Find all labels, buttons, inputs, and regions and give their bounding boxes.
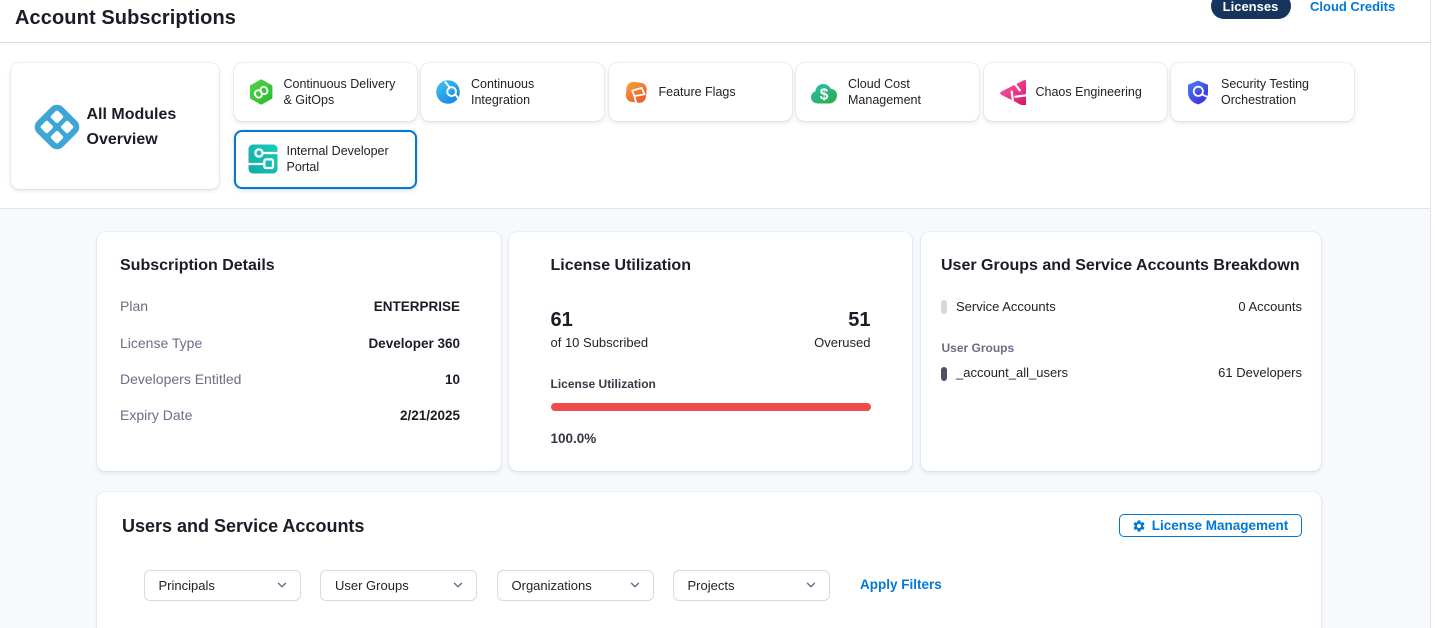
svg-text:$: $ <box>820 87 829 104</box>
